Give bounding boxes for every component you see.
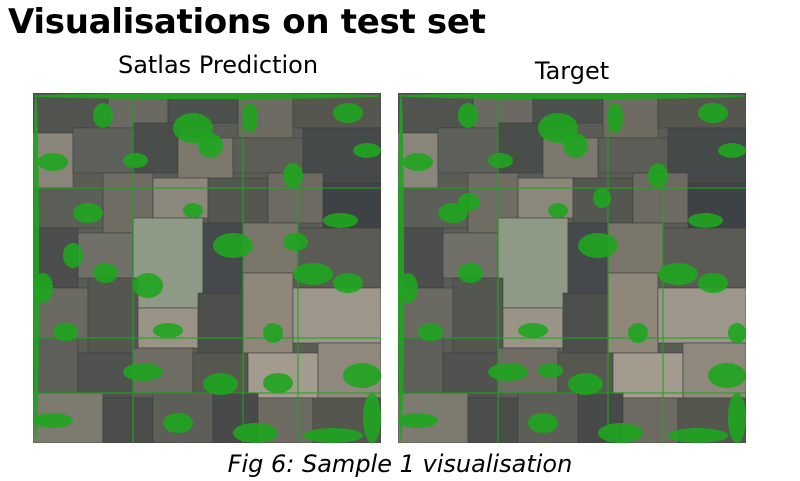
prediction-image bbox=[33, 93, 381, 443]
target-label: Target bbox=[534, 57, 610, 85]
figure-caption: Fig 6: Sample 1 visualisation bbox=[227, 450, 573, 478]
target-image bbox=[398, 93, 746, 443]
slide-title: Visualisations on test set bbox=[8, 2, 486, 42]
prediction-label: Satlas Prediction bbox=[117, 51, 319, 79]
